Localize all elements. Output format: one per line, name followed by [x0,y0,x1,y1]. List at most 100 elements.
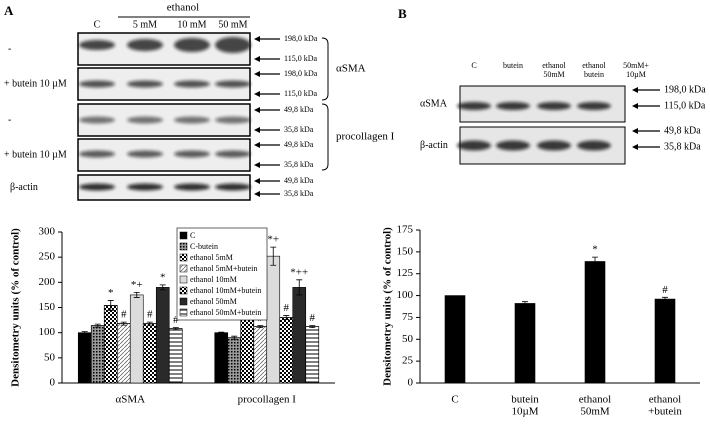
y-tick-label: 75 [402,311,414,323]
panel-label: A [4,3,14,18]
y-tick-label: 150 [39,301,56,313]
legend-label: ethanol 5mM [190,253,233,262]
legend-label: ethanol 10mM+butein [190,286,261,295]
legend-swatch [179,297,188,306]
legend-swatch [180,265,187,272]
y-tick-label: 200 [39,276,56,288]
error-bar [94,323,101,328]
legend-label: ethanol 50mM [190,297,237,306]
lane-label: 50mM+ [623,61,649,70]
bar-pattern [103,305,118,384]
band [457,102,491,110]
error-bar [231,335,238,340]
marker-label: 35,8 kDa [284,160,314,169]
lane-label: 50mM [543,70,564,79]
row-label: αSMA [420,98,448,109]
arrow-head [254,91,260,97]
arrow-head [632,103,638,109]
group-label: procollagen I [336,131,395,143]
bar-pattern [90,325,105,384]
group-label: αSMA [336,63,366,75]
legend-swatch [180,254,187,261]
band [215,37,251,53]
x-tick-label: +butein [648,406,682,418]
bar [129,294,144,384]
row-label: - [8,114,11,125]
blot-header: ethanol [167,2,199,14]
x-tick-label: αSMA [115,394,145,406]
band [457,140,491,151]
error-bar [662,296,668,302]
arrow-head [632,87,638,93]
arrow-head [254,127,260,133]
lane-label: butein [503,61,523,70]
error-bar [107,300,114,311]
legend-swatch [179,275,188,284]
band [127,39,163,51]
lane-label: C [94,19,101,30]
significance: * [160,271,166,283]
y-axis-label: Densitometry units (% of control) [382,227,394,386]
arrow-head [254,36,260,42]
bar-pattern [116,323,131,384]
band [174,116,210,124]
marker-label: 115,0 kDa [284,54,317,63]
bar [654,298,676,384]
band [127,183,163,191]
band [79,183,115,191]
bar [266,255,281,384]
marker-label: 198,0 kDa [664,84,706,95]
y-tick-label: 125 [397,267,414,279]
error-bar [257,325,264,329]
bar-pattern [227,337,242,384]
bar [514,303,536,384]
significance: # [147,309,153,321]
bar-pattern [279,317,294,384]
legend-label: C-butein [190,242,218,251]
arrow-head [632,144,638,150]
x-tick-label: 10µM [511,406,538,418]
row-label: + butein 10 µM [4,78,67,89]
significance: *+ [131,279,143,291]
y-tick-label: 50 [402,333,414,345]
band [174,183,210,191]
marker-label: 35,8 kDa [664,141,701,152]
significance: # [310,312,316,324]
row-label: - [8,43,11,54]
bracket [321,37,329,101]
marker-label: 198,0 kDa [284,34,318,43]
arrow-head [254,56,260,62]
significance: * [108,287,114,299]
band [215,80,251,88]
error-bar [522,301,528,306]
arrow-head [254,162,260,168]
lane-label: 10 mM [177,19,206,30]
bar [444,295,466,384]
bar [584,261,606,384]
error-bar [81,331,88,335]
significance: # [284,302,290,314]
error-bar [172,327,179,331]
y-tick-label: 175 [397,224,414,236]
significance: # [662,284,668,296]
error-bar [218,331,225,334]
marker-label: 115,0 kDa [664,100,706,111]
marker-label: 115,0 kDa [284,89,317,98]
legend-label: ethanol 10mM [190,275,237,284]
significance: # [173,314,179,326]
arrow-head [254,142,260,148]
arrow-head [254,71,260,77]
x-tick-label: procollagen I [238,394,297,406]
bar [214,332,229,384]
arrow-head [254,191,260,197]
bar [77,332,92,384]
legend-label: ethanol 50mM+butein [190,308,261,317]
band [215,150,251,158]
lane-label: 50 mM [218,19,247,30]
lane-label: 10µM [626,70,646,79]
x-tick-label: 50mM [580,406,610,418]
bar [155,287,170,384]
panel-label: B [398,6,407,21]
y-tick-label: 100 [39,326,56,338]
